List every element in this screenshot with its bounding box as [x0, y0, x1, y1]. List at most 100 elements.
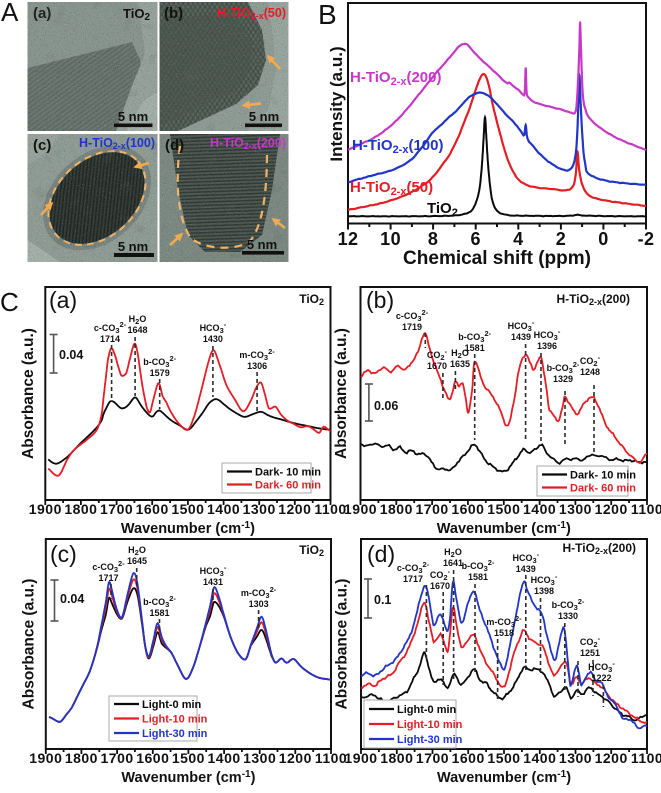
svg-text:1700: 1700 [416, 750, 449, 766]
svg-text:Light-0 min: Light-0 min [397, 704, 457, 716]
svg-text:1648: 1648 [127, 325, 147, 335]
svg-text:1717: 1717 [403, 574, 423, 584]
svg-text:Light-30 min: Light-30 min [142, 728, 208, 740]
svg-text:10: 10 [380, 229, 401, 249]
svg-text:1500: 1500 [171, 501, 204, 517]
svg-text:Wavenumber (cm-1): Wavenumber (cm-1) [437, 520, 571, 537]
svg-text:0.04: 0.04 [59, 348, 83, 362]
svg-text:1600: 1600 [451, 501, 484, 517]
svg-text:1300: 1300 [243, 750, 276, 766]
svg-text:H-TiO2-x(100): H-TiO2-x(100) [352, 137, 444, 156]
svg-text:(a): (a) [33, 5, 51, 22]
svg-text:Wavenumber (cm-1): Wavenumber (cm-1) [437, 769, 571, 786]
svg-text:4: 4 [513, 229, 523, 249]
svg-text:1581: 1581 [465, 343, 485, 353]
svg-text:1700: 1700 [101, 750, 134, 766]
svg-text:Dark- 10 min: Dark- 10 min [570, 470, 636, 482]
svg-text:Dark- 60 min: Dark- 60 min [570, 483, 636, 495]
svg-text:1635: 1635 [450, 359, 470, 369]
svg-text:1200: 1200 [595, 501, 628, 517]
svg-text:1714: 1714 [100, 334, 120, 344]
svg-text:1600: 1600 [452, 750, 485, 766]
svg-text:1670: 1670 [430, 581, 450, 591]
svg-text:Dark- 10 min: Dark- 10 min [255, 467, 321, 479]
svg-text:Absorbance (a.u.): Absorbance (a.u.) [20, 328, 37, 459]
svg-text:1581: 1581 [149, 608, 169, 618]
svg-text:(c): (c) [33, 137, 51, 154]
svg-text:Absorbance (a.u.): Absorbance (a.u.) [334, 579, 351, 710]
svg-text:H-TiO2-x(200): H-TiO2-x(200) [350, 69, 442, 88]
svg-text:TiO2: TiO2 [299, 292, 324, 307]
svg-text:1222: 1222 [591, 673, 611, 683]
svg-text:1306: 1306 [247, 361, 267, 371]
svg-text:1431: 1431 [203, 577, 223, 587]
svg-text:1100: 1100 [315, 750, 347, 766]
svg-text:Chemical shift (ppm): Chemical shift (ppm) [403, 248, 591, 269]
svg-text:Absorbance (a.u.): Absorbance (a.u.) [21, 579, 38, 710]
svg-text:1200: 1200 [278, 501, 311, 517]
svg-text:1400: 1400 [523, 750, 556, 766]
svg-text:1645: 1645 [127, 556, 147, 566]
svg-text:12: 12 [338, 229, 359, 249]
svg-text:(b): (b) [164, 5, 183, 22]
svg-text:TiO2: TiO2 [299, 543, 324, 558]
svg-text:1430: 1430 [203, 334, 223, 344]
svg-text:1641: 1641 [443, 558, 463, 568]
svg-text:1800: 1800 [380, 750, 413, 766]
svg-text:Wavenumber (cm-1): Wavenumber (cm-1) [121, 520, 255, 537]
svg-text:H-TiO2-x(200): H-TiO2-x(200) [563, 541, 636, 556]
svg-text:H2O: H2O [128, 545, 146, 557]
svg-text:5 nm: 5 nm [118, 109, 148, 124]
svg-text:5 nm: 5 nm [249, 109, 279, 124]
svg-text:1100: 1100 [631, 750, 661, 766]
svg-text:1900: 1900 [344, 501, 377, 517]
svg-text:Light-30 min: Light-30 min [397, 734, 463, 746]
svg-text:CO2-: CO2- [430, 567, 451, 582]
svg-text:C: C [0, 287, 19, 317]
svg-text:1800: 1800 [64, 501, 97, 517]
svg-text:1717: 1717 [98, 573, 118, 583]
svg-text:Light-0 min: Light-0 min [142, 699, 202, 711]
svg-text:CO2-: CO2- [580, 353, 601, 368]
svg-text:1719: 1719 [402, 322, 422, 332]
svg-text:Light-10 min: Light-10 min [397, 719, 463, 731]
svg-text:H-TiO2-x(200): H-TiO2-x(200) [210, 136, 286, 151]
svg-text:Light-10 min: Light-10 min [142, 714, 208, 726]
svg-text:1100: 1100 [314, 501, 346, 517]
svg-text:1200: 1200 [595, 750, 628, 766]
svg-text:1600: 1600 [136, 750, 169, 766]
svg-text:1500: 1500 [487, 750, 520, 766]
svg-text:H-TiO2-x(50): H-TiO2-x(50) [350, 179, 433, 198]
svg-text:H2O: H2O [444, 547, 462, 559]
svg-text:B: B [318, 0, 337, 30]
svg-text:1500: 1500 [487, 501, 520, 517]
svg-text:1330: 1330 [558, 611, 578, 621]
svg-text:0.1: 0.1 [374, 593, 391, 607]
svg-text:0.06: 0.06 [374, 399, 398, 413]
svg-text:1900: 1900 [344, 750, 377, 766]
svg-text:Absorbance (a.u.): Absorbance (a.u.) [333, 328, 350, 459]
svg-text:-2: -2 [638, 229, 655, 249]
svg-text:(c): (c) [50, 541, 77, 567]
svg-text:1670: 1670 [427, 361, 447, 371]
svg-text:1700: 1700 [100, 501, 133, 517]
svg-text:6: 6 [470, 229, 480, 249]
svg-text:5 nm: 5 nm [118, 239, 148, 254]
svg-text:(b): (b) [366, 287, 394, 313]
svg-text:1581: 1581 [468, 572, 488, 582]
svg-text:0.04: 0.04 [60, 592, 84, 606]
svg-text:TiO2: TiO2 [123, 6, 150, 23]
svg-text:H2O: H2O [451, 348, 469, 360]
svg-text:H-TiO2-x(100): H-TiO2-x(100) [79, 136, 155, 151]
svg-text:1439: 1439 [511, 332, 531, 342]
svg-text:1900: 1900 [29, 750, 62, 766]
svg-text:CO2-: CO2- [427, 347, 448, 362]
svg-text:2: 2 [556, 229, 566, 249]
svg-text:1579: 1579 [150, 368, 170, 378]
svg-text:1700: 1700 [416, 501, 449, 517]
svg-text:Dark- 60 min: Dark- 60 min [255, 480, 321, 492]
svg-text:1396: 1396 [537, 341, 557, 351]
svg-text:1600: 1600 [136, 501, 169, 517]
svg-text:TiO2: TiO2 [427, 200, 458, 219]
svg-text:1300: 1300 [243, 501, 276, 517]
